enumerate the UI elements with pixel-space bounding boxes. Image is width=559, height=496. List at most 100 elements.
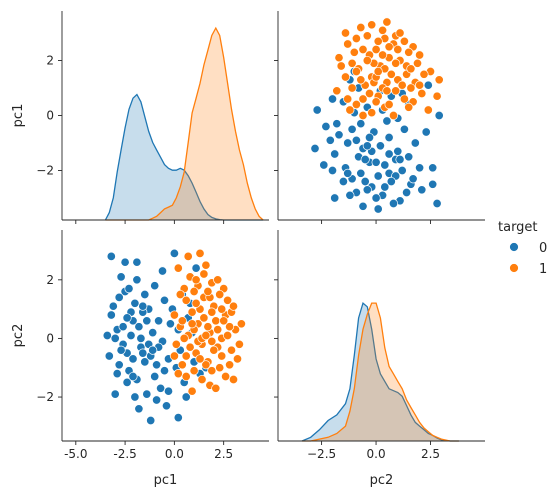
scatter-point-class-0 xyxy=(347,124,357,134)
bl-xtick-label: -2.5 xyxy=(113,447,136,461)
scatter-point-class-0 xyxy=(434,110,444,121)
scatter-point-class-1 xyxy=(349,47,359,57)
scatter-point-class-0 xyxy=(325,135,335,145)
scatter-point-class-0 xyxy=(146,415,156,426)
scatter-point-class-0 xyxy=(384,132,394,143)
scatter-point-class-1 xyxy=(419,69,429,79)
scatter-point-class-0 xyxy=(371,157,381,167)
scatter-point-class-1 xyxy=(378,50,388,60)
scatter-point-class-1 xyxy=(362,55,372,66)
scatter-point-class-0 xyxy=(380,160,390,170)
scatter-point-class-0 xyxy=(161,401,172,411)
scatter-point-class-1 xyxy=(199,269,209,279)
scatter-point-class-1 xyxy=(223,295,233,305)
scatter-point-class-1 xyxy=(207,366,217,376)
scatter-point-class-1 xyxy=(228,374,239,385)
scatter-point-class-0 xyxy=(404,152,414,162)
scatter-point-class-1 xyxy=(195,354,205,364)
scatter-point-class-0 xyxy=(345,190,355,200)
scatter-point-class-1 xyxy=(217,351,227,361)
scatter-point-class-1 xyxy=(225,322,235,332)
scatter-point-class-1 xyxy=(213,325,223,335)
scatter-point-class-0 xyxy=(110,389,120,399)
scatter-point-class-1 xyxy=(340,28,351,38)
kde-pc2-line-0 xyxy=(301,301,459,442)
scatter-point-class-1 xyxy=(236,319,246,329)
legend: target 0 1 xyxy=(498,220,547,277)
scatter-point-class-0 xyxy=(382,116,392,126)
scatter-point-class-0 xyxy=(327,165,338,176)
scatter-point-class-0 xyxy=(356,168,366,178)
scatter-point-class-0 xyxy=(156,383,166,393)
scatter-point-class-1 xyxy=(207,336,217,346)
scatter-point-class-0 xyxy=(191,263,201,273)
scatter-point-class-1 xyxy=(395,28,405,38)
scatter-point-class-0 xyxy=(375,141,385,151)
scatter-point-class-0 xyxy=(106,251,116,261)
tl-ytick-label: 2 xyxy=(46,54,54,68)
scatter-point-class-1 xyxy=(382,17,392,27)
scatter-point-class-0 xyxy=(343,168,353,178)
scatter-point-class-1 xyxy=(195,248,205,258)
scatter-point-class-1 xyxy=(332,86,342,96)
scatter-point-class-1 xyxy=(343,94,353,104)
scatter-point-class-1 xyxy=(187,386,197,396)
scatter-point-class-0 xyxy=(138,301,148,311)
panel-scatter-pc2-vs-pc1 xyxy=(310,17,444,214)
legend-marker-1 xyxy=(509,263,519,273)
scatter-point-class-0 xyxy=(159,366,170,376)
legend-label-0: 0 xyxy=(539,241,547,256)
scatter-point-class-1 xyxy=(197,374,207,385)
scatter-point-class-0 xyxy=(428,163,438,173)
scatter-point-class-1 xyxy=(217,304,227,314)
scatter-point-class-0 xyxy=(152,395,162,405)
scatter-point-class-1 xyxy=(399,94,409,104)
br-xtick-label: 0.0 xyxy=(367,447,386,461)
x-axis-label-pc2: pc2 xyxy=(370,473,394,488)
scatter-point-class-1 xyxy=(219,316,229,326)
scatter-point-class-0 xyxy=(402,187,412,198)
scatter-point-class-0 xyxy=(343,138,353,148)
scatter-point-class-1 xyxy=(211,316,221,326)
scatter-point-class-0 xyxy=(371,193,381,203)
scatter-point-class-0 xyxy=(150,281,160,291)
scatter-point-class-0 xyxy=(362,141,372,151)
scatter-point-class-1 xyxy=(177,316,187,326)
scatter-point-class-0 xyxy=(132,257,142,267)
scatter-point-class-1 xyxy=(181,371,191,382)
scatter-point-class-0 xyxy=(319,160,329,170)
x-axis-label-pc1: pc1 xyxy=(154,473,178,488)
scatter-point-class-0 xyxy=(421,127,431,137)
scatter-point-class-1 xyxy=(347,83,357,93)
scatter-point-class-0 xyxy=(415,163,425,173)
scatter-point-class-0 xyxy=(330,193,340,203)
scatter-point-class-1 xyxy=(358,44,368,55)
bl-ytick-label: −2 xyxy=(36,390,54,404)
scatter-point-class-0 xyxy=(114,360,124,370)
scatter-point-class-1 xyxy=(173,369,183,379)
scatter-point-class-1 xyxy=(201,260,211,270)
scatter-point-class-1 xyxy=(415,50,425,60)
scatter-point-class-0 xyxy=(112,369,122,379)
scatter-point-class-1 xyxy=(191,298,201,308)
scatter-point-class-1 xyxy=(356,22,366,33)
scatter-point-class-0 xyxy=(116,272,126,282)
scatter-point-class-0 xyxy=(124,284,134,294)
scatter-point-class-1 xyxy=(404,102,414,112)
scatter-point-class-1 xyxy=(226,345,237,355)
scatter-point-class-1 xyxy=(223,330,233,341)
scatter-point-class-0 xyxy=(397,165,407,176)
kde-pc2-line-1 xyxy=(302,302,459,442)
scatter-point-class-1 xyxy=(358,94,368,104)
scatter-point-class-1 xyxy=(378,25,388,35)
scatter-point-class-0 xyxy=(428,179,438,189)
bl-ytick-label: 2 xyxy=(46,273,54,287)
scatter-point-class-1 xyxy=(386,69,396,79)
scatter-point-class-1 xyxy=(373,36,383,46)
scatter-point-class-1 xyxy=(391,58,401,68)
scatter-point-class-1 xyxy=(417,88,427,99)
scatter-point-class-0 xyxy=(362,185,372,195)
scatter-point-class-0 xyxy=(140,289,150,300)
scatter-point-class-0 xyxy=(330,149,340,159)
scatter-point-class-1 xyxy=(207,307,217,317)
